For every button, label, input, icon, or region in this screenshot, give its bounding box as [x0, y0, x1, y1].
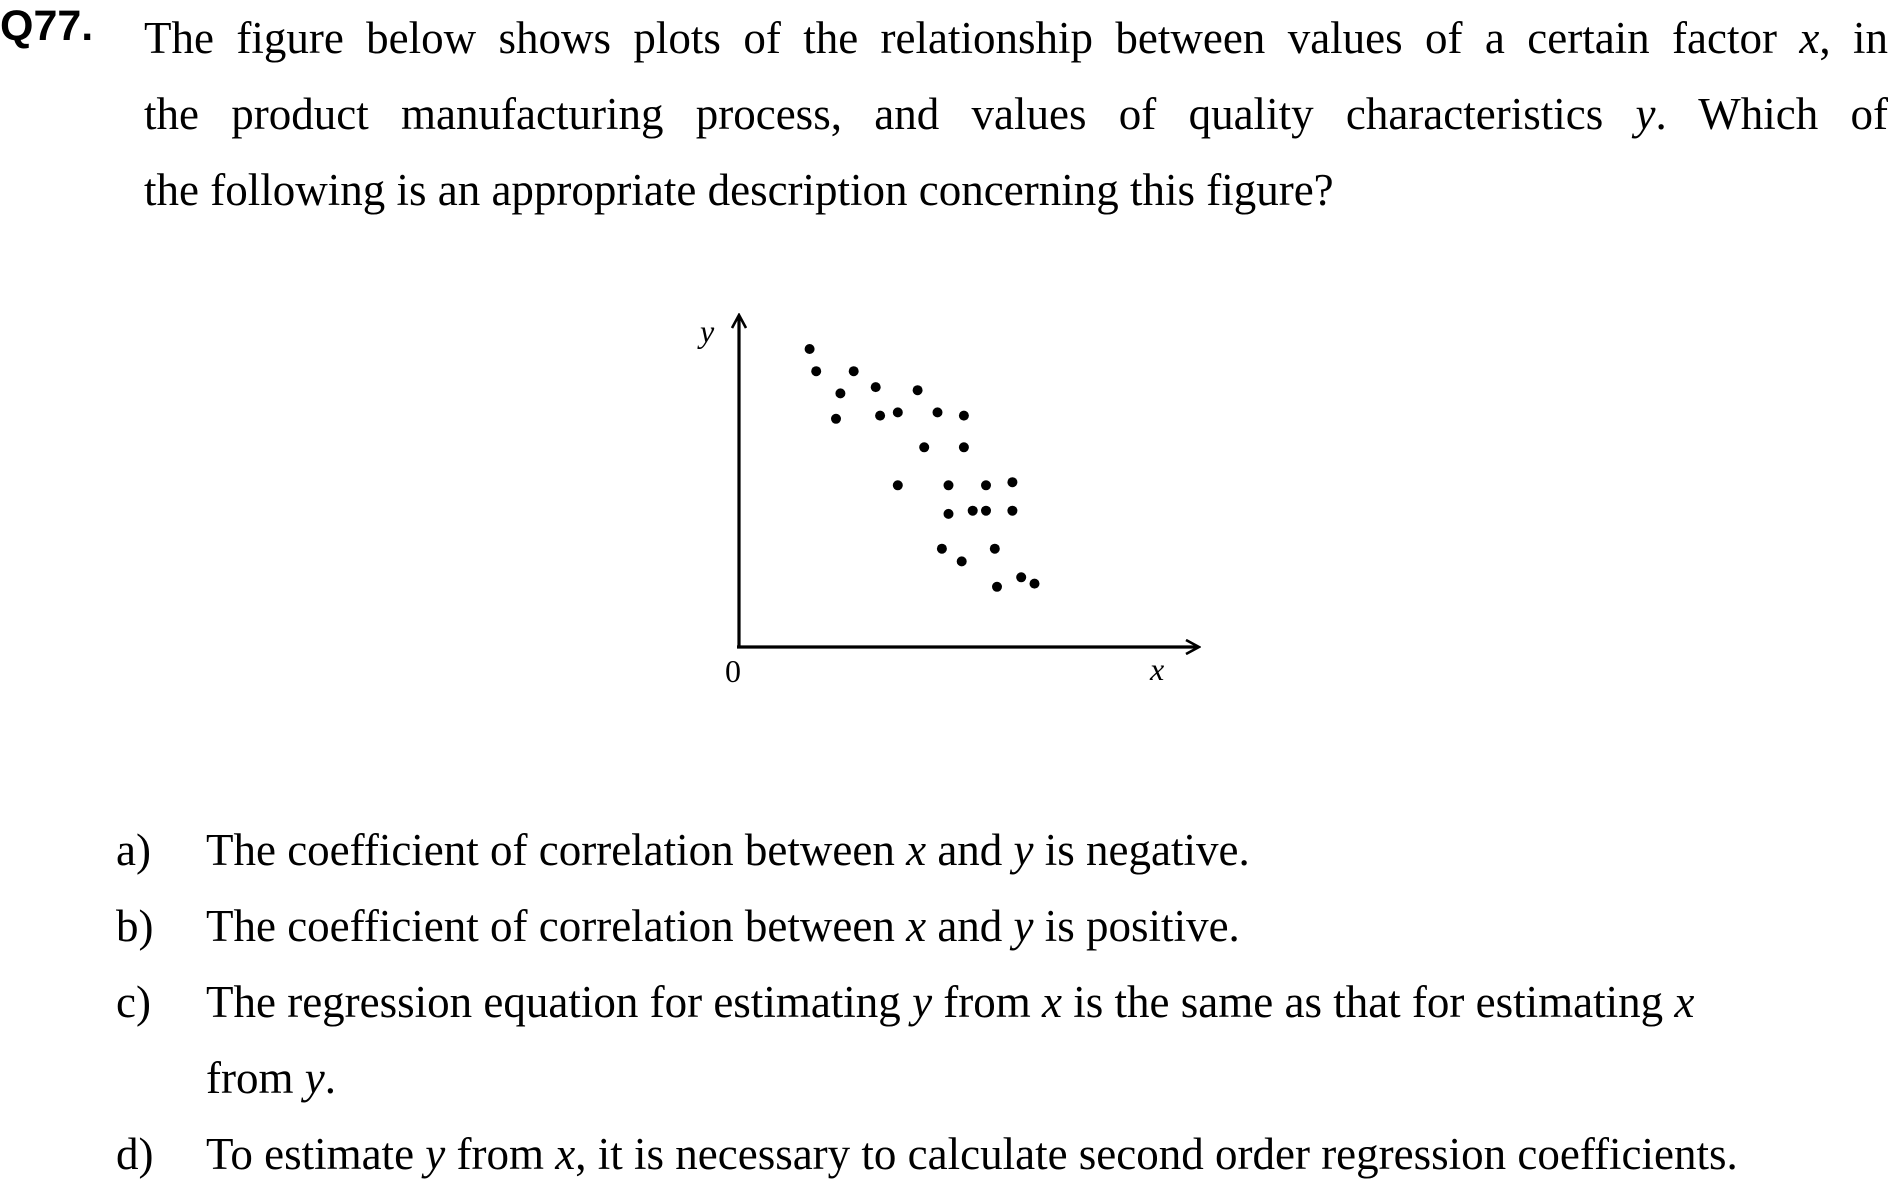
- choice-a[interactable]: a) The coefficient of correlation betwee…: [116, 812, 1888, 888]
- choice-text: To estimate y from x, it is necessary to…: [206, 1129, 1738, 1179]
- y-axis-label: y: [697, 313, 715, 349]
- choice-letter: a): [116, 825, 151, 875]
- question-line-1: The figure below shows plots of the rela…: [144, 0, 1888, 76]
- scatter-point-10: [912, 385, 923, 396]
- scatter-point-23: [992, 581, 1002, 592]
- scatter-point-16: [956, 556, 967, 567]
- question-text: . Which of: [1655, 89, 1888, 139]
- scatter-point-19: [967, 505, 978, 516]
- scatter-point-8: [892, 407, 903, 418]
- question-line-2: the product manufacturing process, and v…: [144, 76, 1888, 152]
- scatter-point-22: [989, 543, 1000, 554]
- question-text: , in: [1819, 13, 1888, 63]
- scatter-point-9: [892, 480, 903, 491]
- variable-y: y: [1635, 89, 1656, 139]
- choice-letter: c): [116, 977, 151, 1027]
- scatter-point-6: [870, 382, 881, 393]
- scatter-point-2: [811, 366, 822, 377]
- scatter-point-12: [932, 407, 943, 418]
- question-stem: The figure below shows plots of the rela…: [144, 0, 1888, 228]
- scatter-point-13: [936, 543, 947, 554]
- scatter-points: [804, 344, 1040, 592]
- question-line-3: the following is an appropriate descript…: [144, 165, 1334, 215]
- scatter-point-21: [981, 505, 991, 516]
- choice-letter: b): [116, 901, 154, 951]
- scatter-point-18: [958, 442, 969, 453]
- scatter-point-15: [943, 508, 954, 519]
- scatter-point-1: [804, 344, 815, 354]
- scatter-point-20: [981, 480, 991, 491]
- choice-letter: d): [116, 1129, 154, 1179]
- choice-c[interactable]: c) The regression equation for estimatin…: [116, 964, 1888, 1116]
- scatter-point-25: [1007, 505, 1018, 516]
- choice-text: The regression equation for estimating y…: [206, 977, 1695, 1103]
- choice-d[interactable]: d) To estimate y from x, it is necessary…: [116, 1116, 1888, 1192]
- scatter-point-27: [1029, 578, 1040, 589]
- x-axis-label: x: [1149, 651, 1164, 687]
- scatter-point-7: [875, 410, 886, 421]
- scatter-figure: y x 0: [680, 300, 1220, 700]
- choice-b[interactable]: b) The coefficient of correlation betwee…: [116, 888, 1888, 964]
- origin-label: 0: [725, 653, 741, 689]
- question-text: the product manufacturing process, and v…: [144, 89, 1636, 139]
- answer-choices: a) The coefficient of correlation betwee…: [116, 812, 1888, 1192]
- scatter-point-14: [943, 480, 954, 491]
- scatter-point-26: [1016, 572, 1027, 583]
- scatter-point-24: [1007, 477, 1018, 488]
- scatter-point-17: [958, 410, 969, 421]
- scatter-point-4: [835, 388, 846, 399]
- scatter-plot: y x 0: [697, 313, 1220, 689]
- choice-text: The coefficient of correlation between x…: [206, 901, 1240, 951]
- variable-x: x: [1799, 13, 1820, 63]
- scatter-point-3: [831, 413, 841, 424]
- scatter-point-5: [848, 366, 859, 377]
- scatter-point-11: [919, 442, 930, 453]
- question-text: The figure below shows plots of the rela…: [144, 13, 1800, 63]
- choice-text: The coefficient of correlation between x…: [206, 825, 1250, 875]
- question-number: Q77.: [0, 2, 94, 50]
